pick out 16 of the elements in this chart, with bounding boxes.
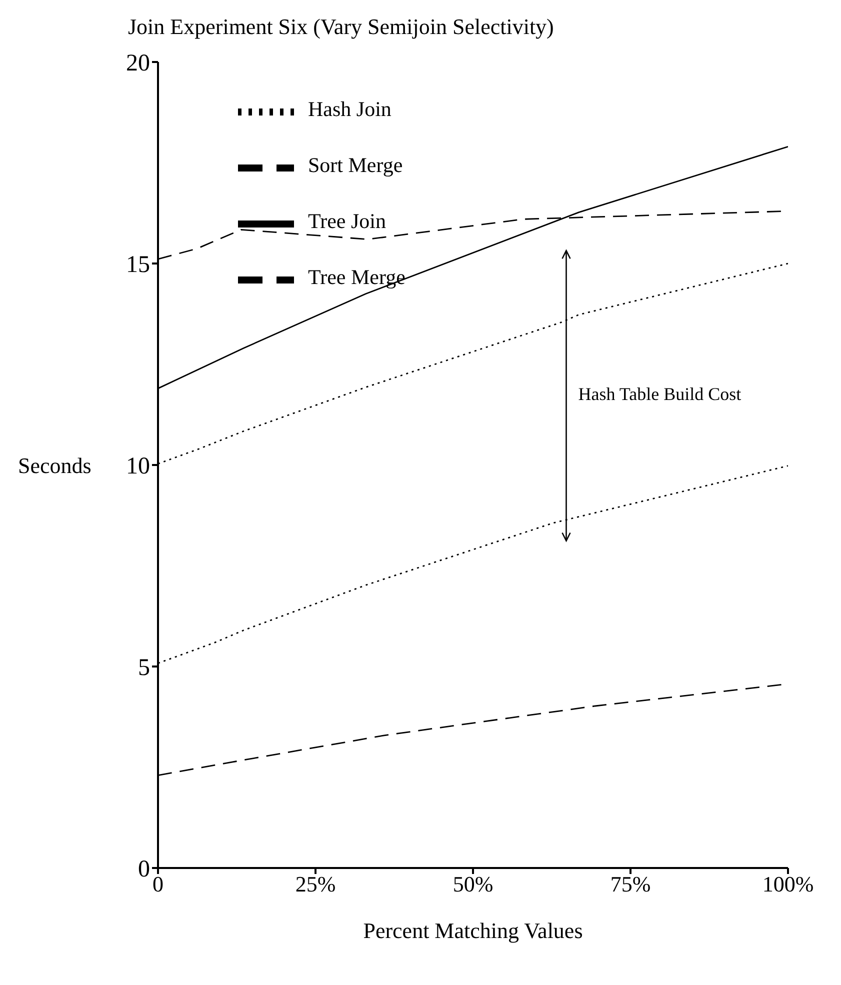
annotation: Hash Table Build Cost: [578, 384, 742, 404]
x-tick-label: 50%: [452, 872, 494, 897]
y-tick-label: 20: [126, 50, 150, 77]
x-axis-title: Percent Matching Values: [363, 918, 583, 943]
x-tick-label: 25%: [295, 872, 336, 897]
y-tick-label: 15: [126, 252, 150, 278]
x-tick-label: 75%: [610, 872, 651, 897]
y-tick-label: 10: [126, 454, 150, 480]
y-axis-title: Seconds: [18, 452, 92, 478]
x-tick-label: 100%: [762, 872, 814, 897]
legend-label: Hash Join: [308, 96, 392, 121]
chart-title: Join Experiment Six (Vary Semijoin Selectivity): [128, 14, 554, 40]
legend-label: Tree Merge: [308, 264, 406, 289]
legend-label: Sort Merge: [308, 152, 403, 177]
y-tick-label: 5: [138, 655, 150, 682]
legend-label: Tree Join: [308, 208, 386, 233]
